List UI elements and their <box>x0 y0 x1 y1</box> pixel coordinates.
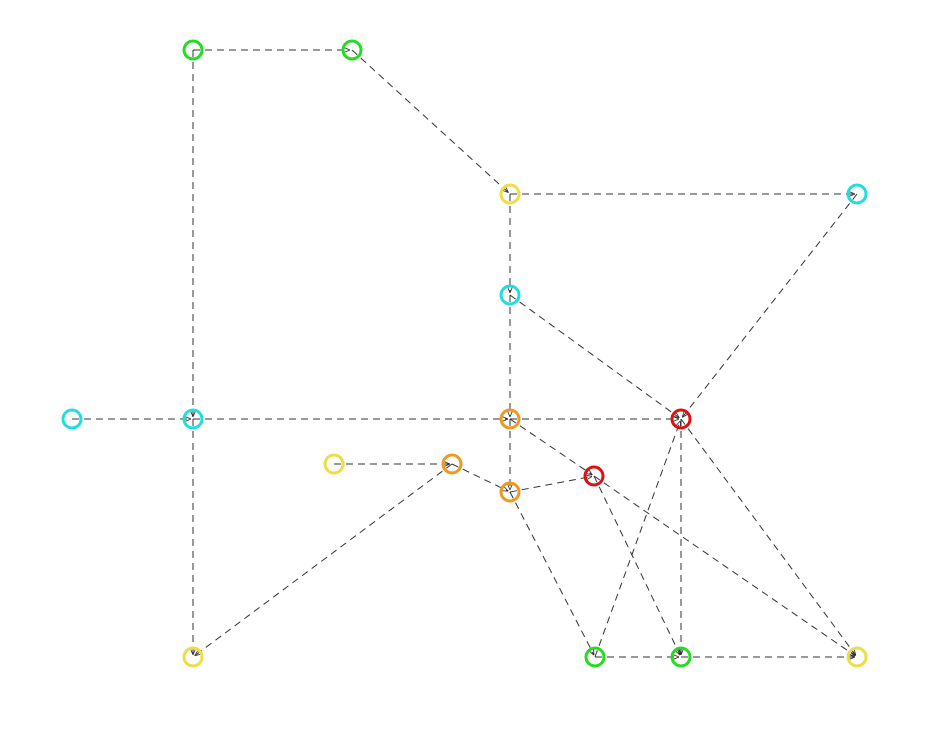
node <box>499 284 521 306</box>
node <box>499 183 521 205</box>
edge <box>593 475 855 656</box>
edges <box>72 49 858 658</box>
node <box>61 408 83 430</box>
node <box>846 183 868 205</box>
node <box>499 408 521 430</box>
node <box>182 646 204 668</box>
edge <box>509 476 592 493</box>
edge <box>509 491 594 655</box>
edge <box>195 463 453 656</box>
edge <box>593 475 680 655</box>
node <box>499 481 521 503</box>
edge <box>509 418 592 475</box>
node <box>846 646 868 668</box>
node <box>323 453 345 475</box>
node <box>670 408 692 430</box>
edge <box>682 193 858 417</box>
node <box>670 646 692 668</box>
edge <box>351 49 509 193</box>
nodes <box>61 39 868 668</box>
edge <box>451 463 508 491</box>
edge <box>680 418 856 655</box>
node <box>441 453 463 475</box>
node <box>341 39 363 61</box>
node <box>182 408 204 430</box>
node <box>583 465 605 487</box>
node <box>584 646 606 668</box>
node <box>182 39 204 61</box>
edge <box>594 421 680 658</box>
edge <box>509 294 679 418</box>
